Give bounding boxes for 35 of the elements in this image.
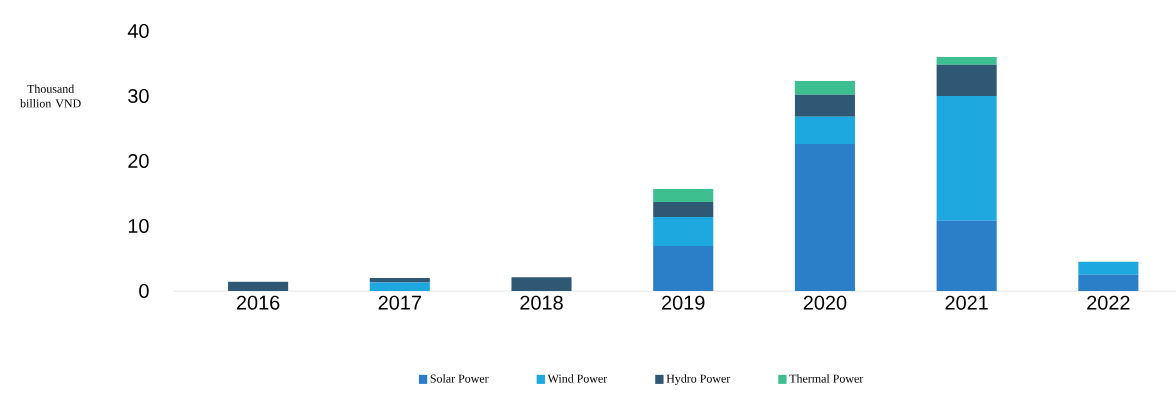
bar <box>511 277 572 291</box>
bar <box>369 277 430 283</box>
x-tick-label: 2021 <box>945 295 988 310</box>
bar <box>936 95 997 221</box>
y-tick-label: 0 <box>139 283 149 298</box>
x-tick-label: 2019 <box>662 295 705 310</box>
y-tick-label: 20 <box>128 153 149 168</box>
bar <box>794 116 855 145</box>
bar <box>794 94 855 117</box>
legend-label: Wind Power <box>547 374 608 383</box>
bar <box>936 56 997 65</box>
bar <box>653 216 714 247</box>
y-tick-label: 30 <box>128 88 149 103</box>
bar <box>794 144 855 291</box>
y-tick-label: 40 <box>127 23 149 38</box>
bar <box>936 220 997 291</box>
x-tick-label: 2016 <box>236 295 280 310</box>
legend-label: Solar Power <box>430 374 489 383</box>
x-tick-label: 2018 <box>520 295 563 310</box>
legend-label: Thermal Power <box>789 374 864 383</box>
bar <box>228 281 289 291</box>
bar <box>794 80 855 95</box>
legend-label: Hydro Power <box>666 374 731 386</box>
bar <box>936 64 997 96</box>
y-tick-label: 10 <box>128 218 149 233</box>
x-tick-label: 2020 <box>803 295 847 310</box>
bar <box>369 282 430 291</box>
bar <box>653 246 714 291</box>
bar <box>1078 261 1139 275</box>
bar <box>653 201 714 217</box>
y-axis-title: Thousand billion VND <box>20 84 81 108</box>
bar <box>1078 274 1139 291</box>
x-tick-label: 2017 <box>378 295 421 310</box>
bar <box>653 188 714 202</box>
x-tick-label: 2022 <box>1087 295 1130 310</box>
